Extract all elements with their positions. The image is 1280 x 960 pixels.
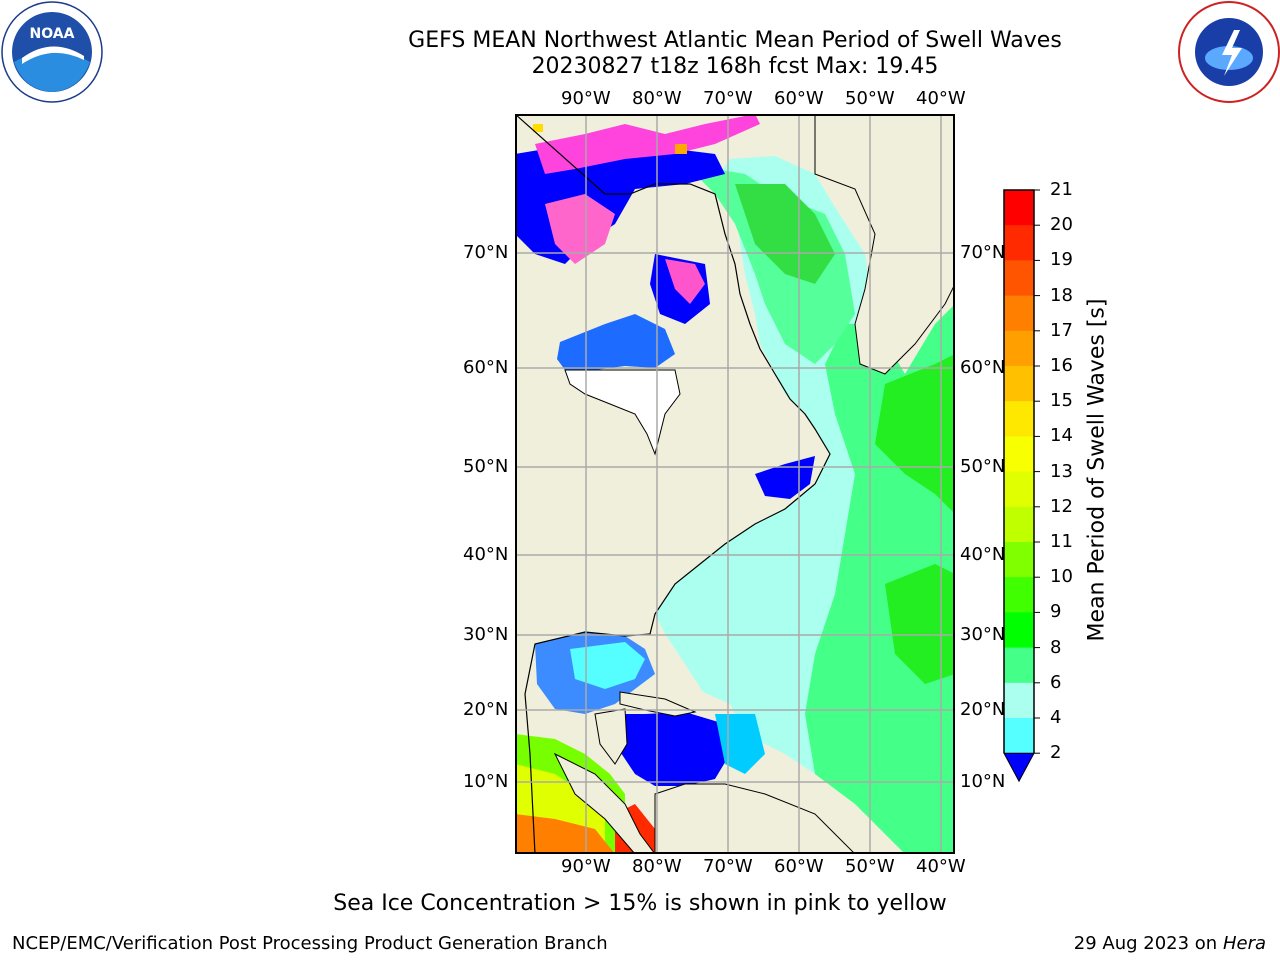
colorbar-segment xyxy=(1004,401,1034,437)
colorbar-segment xyxy=(1004,330,1034,367)
lat-label-left: 10°N xyxy=(463,771,509,792)
colorbar-segment xyxy=(1004,506,1034,543)
lat-label-left: 50°N xyxy=(463,456,509,477)
colorbar-tick-label: 12 xyxy=(1050,495,1073,517)
colorbar-tick-label: 20 xyxy=(1050,214,1073,236)
colorbar-tick-label: 17 xyxy=(1050,319,1073,341)
colorbar xyxy=(1003,189,1040,783)
noaa-logo-icon: NOAA xyxy=(1,1,103,103)
colorbar-segment xyxy=(1004,436,1034,473)
lon-label-bottom: 50°W xyxy=(845,856,895,877)
hudson-bay-white xyxy=(564,369,681,456)
ocean-bright-green-2 xyxy=(885,564,955,684)
lat-label-right: 60°N xyxy=(960,357,1006,378)
map-frame xyxy=(515,114,955,854)
lat-label-left: 40°N xyxy=(463,544,509,565)
north-america-coast xyxy=(515,114,831,854)
central-america xyxy=(553,752,656,854)
colorbar-segment xyxy=(1004,718,1034,754)
footer-credit: NCEP/EMC/Verification Post Processing Pr… xyxy=(12,933,608,954)
lat-label-left: 30°N xyxy=(463,624,509,645)
pacific-orange xyxy=(515,814,615,854)
sea-ice-yellow xyxy=(533,124,543,132)
colorbar-segment xyxy=(1004,260,1034,297)
colorbar-extend-arrow xyxy=(1003,752,1035,783)
lon-label-top: 80°W xyxy=(632,88,682,109)
sea-ice-pink xyxy=(535,114,760,174)
lat-label-left: 70°N xyxy=(463,242,509,263)
colorbar-segment xyxy=(1004,366,1034,402)
colorbar-tick-label: 16 xyxy=(1050,355,1073,376)
footer-host: Hera xyxy=(1222,933,1266,954)
colorbar-segment xyxy=(1004,647,1034,684)
lat-label-right: 70°N xyxy=(960,242,1006,263)
caribbean-sea xyxy=(600,712,730,786)
colorbar-tick-label: 8 xyxy=(1050,636,1062,658)
ocean-bright-green xyxy=(875,354,955,514)
lon-label-top: 70°W xyxy=(703,88,753,109)
lat-label-right: 40°N xyxy=(960,544,1006,565)
lat-label-left: 60°N xyxy=(463,357,509,378)
gulf-cyan xyxy=(570,642,645,689)
colorbar-segment xyxy=(1004,612,1034,649)
south-america xyxy=(654,783,856,854)
colorbar-segment xyxy=(1004,225,1034,261)
sea-ice-pink-3 xyxy=(665,259,705,304)
map-title: GEFS MEAN Northwest Atlantic Mean Period… xyxy=(408,28,1062,53)
colorbar-segment xyxy=(1004,542,1034,578)
colorbar-segment xyxy=(1004,577,1034,613)
svg-text:NOAA: NOAA xyxy=(30,26,75,42)
lon-label-top: 60°W xyxy=(774,88,824,109)
colorbar-tick-label: 4 xyxy=(1050,707,1062,728)
sea-ice-orange xyxy=(675,144,687,154)
baffin-green xyxy=(735,184,835,284)
nws-logo-icon xyxy=(1178,1,1280,103)
colorbar-tick-label: 15 xyxy=(1050,390,1073,412)
colorbar-segment xyxy=(1004,190,1034,226)
footer-date: 29 Aug 2023 on Hera xyxy=(1074,933,1266,954)
colorbar-tick-label: 10 xyxy=(1050,566,1073,588)
lat-label-right: 50°N xyxy=(960,456,1006,477)
lon-label-bottom: 40°W xyxy=(916,856,966,877)
lon-label-bottom: 70°W xyxy=(703,856,753,877)
swell-period-map xyxy=(515,114,955,854)
colorbar-title: Mean Period of Swell Waves [s] xyxy=(1084,298,1110,642)
map-subtitle: 20230827 t18z 168h fcst Max: 19.45 xyxy=(531,54,939,79)
colorbar-tick-label: 13 xyxy=(1050,460,1073,482)
graticule xyxy=(515,114,955,854)
colorbar-tick-label: 6 xyxy=(1050,671,1062,693)
lon-label-bottom: 80°W xyxy=(632,856,682,877)
lon-label-bottom: 90°W xyxy=(561,856,611,877)
footer-date-text: 29 Aug 2023 on xyxy=(1073,933,1218,954)
lat-label-right: 30°N xyxy=(960,624,1006,645)
lat-label-right: 10°N xyxy=(960,771,1006,792)
lat-label-right: 20°N xyxy=(960,699,1006,720)
colorbar-segment xyxy=(1004,471,1034,508)
colorbar-tick-label: 11 xyxy=(1050,531,1073,552)
lon-label-top: 90°W xyxy=(561,88,611,109)
greenland xyxy=(814,114,955,375)
colorbar-tick-label: 9 xyxy=(1050,601,1062,623)
lat-label-left: 20°N xyxy=(463,699,509,720)
lon-label-top: 50°W xyxy=(845,88,895,109)
sea-ice-note: Sea Ice Concentration > 15% is shown in … xyxy=(333,891,947,916)
colorbar-segment xyxy=(1004,295,1034,332)
colorbar-tick-label: 18 xyxy=(1050,284,1073,306)
lon-label-bottom: 60°W xyxy=(774,856,824,877)
colorbar-segment xyxy=(1004,682,1034,719)
colorbar-tick-label: 14 xyxy=(1050,425,1073,447)
lon-label-top: 40°W xyxy=(916,88,966,109)
colorbar-tick-label: 2 xyxy=(1050,742,1062,764)
colorbar-tick-label: 21 xyxy=(1050,179,1073,200)
sea-ice-pink-2 xyxy=(545,194,615,264)
colorbar-tick-label: 19 xyxy=(1050,249,1073,271)
